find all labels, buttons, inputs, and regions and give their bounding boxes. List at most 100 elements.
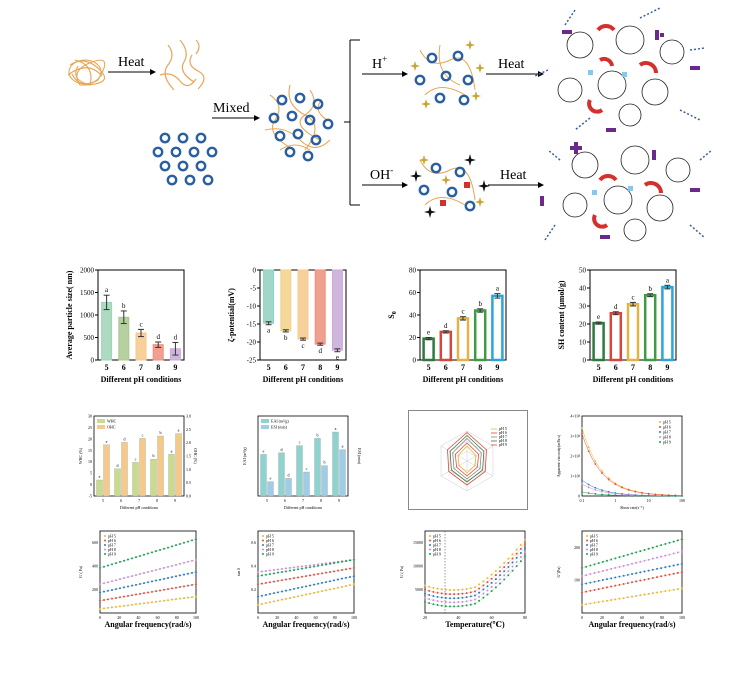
x-tick-label: 9: [173, 363, 177, 372]
data-point: [321, 590, 323, 593]
bar: [121, 442, 128, 497]
radar-series: [447, 431, 487, 486]
data-point: [597, 571, 600, 573]
significance-letter: b: [284, 334, 288, 342]
significance-letter: e: [106, 439, 108, 444]
bar: [456, 317, 470, 362]
significance-letter: e: [597, 313, 600, 321]
legend-swatch: [261, 425, 269, 429]
data-point: [175, 575, 177, 578]
bar: [157, 435, 164, 497]
acidic-aggregate-icon: [534, 7, 706, 132]
bar: [296, 445, 303, 497]
data-point: [453, 597, 456, 600]
data-point: [321, 581, 323, 584]
data-point: [672, 540, 675, 543]
y-tick-label: 20: [409, 334, 417, 342]
data-point: [681, 562, 683, 565]
x-tick-label: 20: [423, 615, 427, 620]
data-point: [183, 585, 185, 588]
x-tick-label: 6: [444, 363, 448, 372]
data-point: [317, 582, 319, 585]
x-tick-label: 8: [320, 498, 322, 503]
bar: [103, 444, 110, 497]
data-point: [179, 542, 181, 545]
legend-label: pH 9: [108, 552, 116, 557]
y-tick-label: 15000: [413, 540, 423, 545]
alkaline-complex-icon: [410, 154, 490, 218]
significance-letter: b: [324, 460, 326, 465]
legend-label: pH 8: [663, 435, 671, 440]
data-point: [457, 588, 460, 591]
significance-letter: a: [342, 444, 344, 449]
x-axis-title: Different pH conditions: [120, 505, 159, 510]
bar: [643, 293, 657, 362]
data-point: [457, 597, 460, 600]
y-axis-title: G''(Pa): [556, 566, 561, 578]
data-point: [155, 568, 157, 571]
data-point: [349, 567, 351, 570]
significance-letter: d: [156, 333, 160, 341]
legend-label: pH 5: [433, 534, 441, 539]
y-tick-label: 0.2: [251, 587, 256, 592]
y2-axis-title: OHC (%): [193, 448, 198, 464]
bar: [314, 438, 321, 497]
data-point: [155, 579, 157, 582]
bar: [592, 321, 605, 362]
data-point: [353, 558, 355, 561]
significance-letter: b: [317, 432, 319, 437]
data-point: [337, 561, 339, 564]
data-point: [337, 586, 339, 589]
legend-swatch: [97, 419, 105, 423]
data-point: [175, 544, 177, 547]
y-tick-label: 200: [92, 587, 98, 592]
radar-axis: [466, 445, 494, 462]
data-point: [610, 585, 613, 588]
x-tick-label: 60: [156, 615, 160, 620]
data-point: [163, 577, 165, 580]
data-point: [444, 605, 447, 608]
legend-label: pH 9: [590, 552, 598, 557]
legend-label: pH 6: [499, 430, 507, 435]
bar: [114, 468, 121, 497]
viscosity-series: [581, 491, 682, 497]
legend-marker: [262, 548, 264, 551]
viscosity-chart: 0 1×10⁴ 2×10⁴ 3×10⁴ 4×10⁴ 0.1 1 10 100 Shear rate…: [556, 414, 685, 511]
y2-tick-label: 3.0: [186, 414, 191, 419]
legend-marker: [586, 539, 588, 542]
bar: [285, 478, 292, 497]
plot-frame: [581, 415, 683, 497]
x-tick-label: 6: [120, 498, 122, 503]
x-tick-label: 9: [335, 363, 339, 372]
legend-marker: [104, 539, 106, 542]
legend-label: pH 5: [590, 534, 598, 539]
data-point: [639, 571, 642, 574]
y-tick-label: 80: [409, 267, 417, 275]
legend-marker: [586, 548, 588, 551]
significance-letter: a: [496, 285, 500, 293]
data-point: [195, 583, 197, 586]
x-axis-title: Different pH conditions: [593, 375, 674, 384]
data-point: [345, 585, 347, 588]
data-point: [444, 601, 447, 604]
series-line: [99, 596, 197, 610]
y-tick-label: 0: [413, 357, 417, 365]
bar: [263, 269, 275, 324]
y-tick-label: 15: [88, 448, 92, 453]
y-tick-label: 0: [578, 494, 580, 499]
data-point: [333, 570, 335, 573]
x-tick-label: 40: [620, 615, 624, 620]
x-tick-label: 1: [614, 498, 616, 503]
x-tick-label: 10: [647, 498, 651, 503]
x-tick-label: 9: [174, 498, 176, 503]
data-point: [449, 588, 451, 591]
data-point: [457, 592, 460, 595]
y-axis-title: SH content (μmol/g): [557, 280, 566, 349]
y2-tick-label: 2.5: [186, 427, 191, 432]
data-point: [353, 575, 355, 578]
legend-label: pH 7: [590, 543, 598, 548]
legend-label: pH 5: [663, 420, 671, 425]
y-tick-label: 2×10⁴: [570, 454, 580, 459]
significance-letter: e: [270, 476, 272, 481]
significance-letter: c: [135, 456, 137, 461]
